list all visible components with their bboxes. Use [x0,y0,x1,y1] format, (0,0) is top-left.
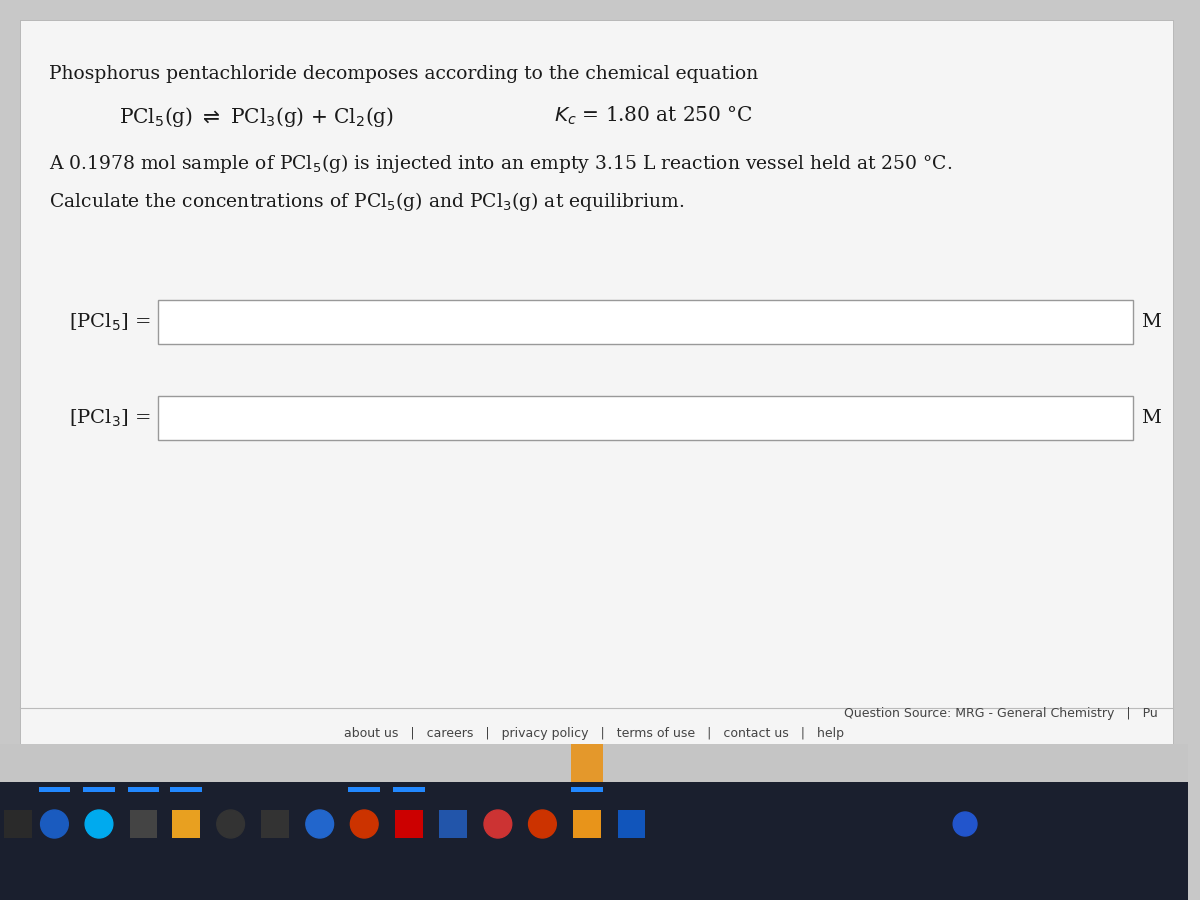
Bar [130,810,157,838]
Bar [392,787,425,792]
Text: about us   |   careers   |   privacy policy   |   terms of use   |   contact us : about us | careers | privacy policy | te… [344,727,844,740]
Text: A 0.1978 mol sample of PCl$_5$(g) is injected into an empty 3.15 L reaction vess: A 0.1978 mol sample of PCl$_5$(g) is inj… [49,152,953,175]
Bar [348,787,380,792]
Bar [83,787,115,792]
Text: M: M [1141,313,1162,331]
Text: PCl$_5$(g) $\rightleftharpoons$ PCl$_3$(g) + Cl$_2$(g): PCl$_5$(g) $\rightleftharpoons$ PCl$_3$(… [119,105,394,129]
Bar [170,787,202,792]
Bar [4,810,31,838]
Text: [PCl$_5$] =: [PCl$_5$] = [68,311,150,333]
Bar [574,810,601,838]
Bar [158,300,1133,344]
Text: Question Source: MRG - General Chemistry   |   Pu: Question Source: MRG - General Chemistry… [845,707,1158,720]
Bar [395,810,422,838]
Circle shape [306,810,334,838]
Circle shape [528,810,557,838]
Circle shape [41,810,68,838]
Circle shape [953,812,977,836]
Bar [173,810,200,838]
Circle shape [484,810,511,838]
Bar [618,810,646,838]
Bar [127,787,160,792]
Circle shape [350,810,378,838]
Text: $K_c$ = 1.80 at 250 °C: $K_c$ = 1.80 at 250 °C [554,105,754,127]
Circle shape [217,810,245,838]
Text: Phosphorus pentachloride decomposes according to the chemical equation: Phosphorus pentachloride decomposes acco… [49,65,758,83]
Text: M: M [1141,409,1162,427]
Bar [571,744,602,782]
Bar [0,744,1188,782]
Bar [571,787,602,792]
Text: Calculate the concentrations of PCl$_5$(g) and PCl$_3$(g) at equilibrium.: Calculate the concentrations of PCl$_5$(… [49,190,685,213]
Circle shape [85,810,113,838]
Bar [38,787,71,792]
Bar [19,20,1172,770]
Text: [PCl$_3$] =: [PCl$_3$] = [68,408,150,428]
Bar [158,396,1133,440]
Bar [262,810,289,838]
Bar [439,810,467,838]
Bar [0,782,1188,900]
